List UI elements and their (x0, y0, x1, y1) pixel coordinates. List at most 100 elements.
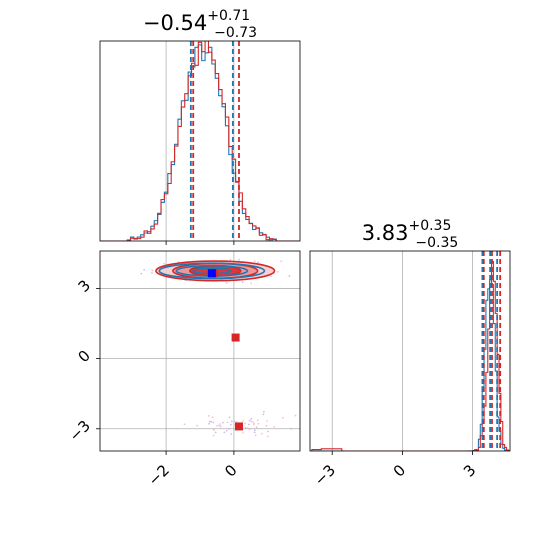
joint-scatter-point (250, 282, 253, 285)
joint-scatter-point (277, 270, 279, 273)
joint-ytick-label-1: 0 (75, 347, 94, 366)
right-ticks: −3 0 3 (311, 451, 479, 489)
joint-scatter-point (233, 423, 236, 426)
joint-scatter-point (244, 426, 247, 429)
joint-scatter-point (228, 416, 231, 419)
panel-top-histogram: −0.54+0.71 −0.73 (99, 8, 301, 245)
joint-scatter-point (238, 258, 240, 261)
joint-scatter-point (250, 417, 253, 420)
top-histogram-series (100, 41, 300, 241)
joint-scatter-point (307, 421, 309, 423)
joint-scatter-point (196, 424, 199, 427)
joint-scatter-point (228, 427, 230, 430)
joint-scatter-point (222, 421, 224, 424)
joint-scatter-point (242, 420, 244, 422)
joint-scatter-point (262, 413, 265, 416)
joint-scatter-point (230, 420, 233, 423)
joint-scatter-point (151, 272, 153, 274)
joint-ytick-label-2: −3 (66, 417, 94, 445)
panel-right-histogram: −3 0 3 3.83+0.35 −0.35 (309, 218, 511, 489)
top-panel-title: −0.54+0.71 −0.73 (143, 8, 257, 41)
joint-scatter-point (266, 419, 268, 422)
joint-scatter-point (223, 431, 226, 434)
top-panel-frame (99, 40, 301, 242)
joint-scatter-point (250, 420, 253, 423)
top-quantile-lines (189, 41, 240, 241)
joint-scatter-point (212, 421, 215, 424)
joint-scatter-point (210, 420, 212, 423)
right-panel-frame (309, 250, 511, 452)
joint-scatter-point (226, 421, 229, 424)
joint-grid (100, 251, 300, 451)
right-histogram-series (310, 261, 510, 451)
joint-scatter-point (256, 419, 259, 422)
joint-scatter-point (263, 410, 265, 413)
joint-scatter-point (241, 281, 244, 283)
right-xtick-label-1: 0 (390, 461, 409, 480)
joint-scatter-point (208, 420, 211, 423)
joint-scatter-point (219, 425, 222, 428)
blue-marker (207, 269, 216, 278)
joint-scatter-point (273, 425, 276, 428)
joint-scatter-point (247, 423, 250, 426)
right-title-plus: +0.35 (408, 218, 451, 234)
joint-scatter-point (216, 424, 218, 427)
joint-scatter-point (290, 427, 293, 430)
joint-scatter-point (248, 419, 251, 422)
joint-scatter-point (257, 422, 260, 425)
joint-scatter-point (214, 431, 217, 434)
joint-scatter-point (207, 415, 210, 417)
panel-joint-contour: −2 0 3 0 −3 (66, 250, 309, 489)
joint-scatter-point (229, 423, 232, 426)
joint-scatter-point (253, 260, 256, 263)
joint-scatter-point (270, 275, 272, 278)
joint-scatter-point (211, 416, 214, 419)
joint-scatter-point (260, 432, 263, 435)
joint-scatter-point (163, 262, 165, 265)
joint-scatter-point (225, 282, 228, 284)
joint-ticks: −2 0 3 0 −3 (66, 276, 241, 489)
joint-scatter-point (253, 429, 256, 432)
joint-xtick-label-0: −2 (145, 461, 173, 489)
joint-panel-frame (99, 250, 301, 452)
joint-scatter-point (266, 435, 269, 438)
joint-scatter-point (219, 423, 222, 425)
top-title-plus: +0.71 (207, 8, 250, 24)
right-xtick-label-2: 3 (460, 461, 479, 480)
joint-scatter-point (244, 422, 247, 425)
joint-ytick-label-0: 3 (75, 276, 94, 295)
right-title-minus: −0.35 (415, 235, 458, 251)
joint-scatter-point (212, 434, 215, 437)
joint-scatter-point (229, 258, 232, 261)
joint-scatter-point (151, 269, 154, 272)
joint-scatter-point (254, 434, 257, 437)
right-panel-title: 3.83+0.35 −0.35 (362, 218, 459, 251)
top-grid (165, 41, 235, 245)
right-histogram-series-1 (310, 261, 510, 451)
right-histogram-series-0 (310, 279, 510, 451)
joint-markers (207, 269, 243, 431)
joint-scatter-points (140, 258, 309, 438)
joint-scatter-point (288, 275, 291, 277)
top-title-value: −0.54 (143, 11, 207, 35)
joint-scatter-point (218, 424, 221, 427)
right-xtick-label-0: −3 (311, 461, 339, 489)
red-marker-1 (231, 333, 240, 342)
top-histogram-series-0 (100, 44, 300, 241)
joint-scatter-point (208, 422, 210, 425)
top-histogram-series-1 (100, 41, 300, 241)
joint-scatter-point (266, 430, 269, 433)
joint-scatter-point (253, 431, 256, 434)
right-grid (331, 251, 473, 451)
top-title-minus: −0.73 (214, 25, 257, 41)
joint-scatter-point (230, 433, 233, 435)
joint-scatter-point (212, 428, 215, 431)
joint-scatter-point (257, 261, 259, 264)
joint-scatter-point (252, 423, 255, 426)
right-quantile-lines (481, 251, 502, 451)
joint-scatter-point (143, 268, 146, 271)
joint-scatter-point (282, 416, 284, 419)
joint-scatter-point (235, 420, 238, 423)
joint-scatter-point (255, 426, 258, 429)
